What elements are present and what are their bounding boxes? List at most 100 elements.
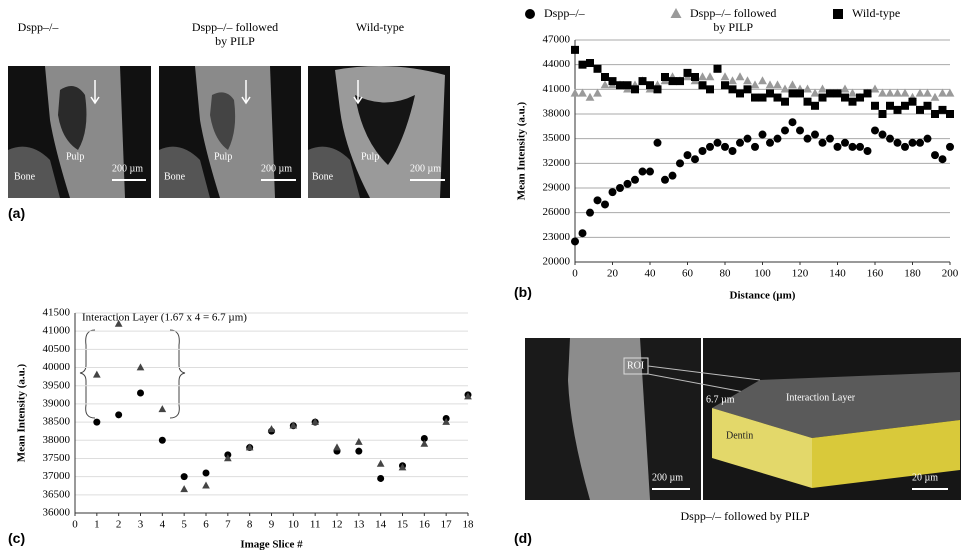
panel-label: (d) [514,531,532,545]
data-point [938,89,947,97]
x-tick-label: 140 [829,268,846,280]
data-point [811,102,819,110]
data-point [203,470,210,477]
data-point [654,85,662,93]
ct-image: Bone Pulp 200 µm [159,66,301,198]
data-point [377,475,384,482]
ct-image: Bone Pulp 200 µm [308,66,450,198]
data-point [916,89,925,97]
data-point [804,135,812,143]
data-point [841,85,850,93]
data-point [706,143,714,151]
x-tick-label: 8 [247,519,253,531]
data-point [676,159,684,167]
image-title: Dspp–/– [8,20,68,34]
data-point [180,485,188,492]
data-point [751,143,759,151]
data-point [909,98,917,106]
data-point [818,85,827,93]
data-point [181,473,188,480]
x-tick-label: 17 [441,519,453,531]
x-tick-label: 12 [332,519,343,531]
data-point [894,106,902,114]
data-point [893,89,902,97]
data-point [377,460,385,467]
data-point [751,80,760,88]
data-point [796,89,804,97]
data-point [939,106,947,114]
thickness-label: 6.7 µm [706,394,735,405]
data-point [736,72,745,80]
legend-label: Dspp–/– followed by PILP [690,6,776,34]
x-tick-label: 6 [203,519,209,531]
image-title: Wild-type [340,20,420,34]
x-axis-title: Distance (µm) [730,290,796,302]
data-point [684,69,692,77]
data-point [355,448,362,455]
data-point [661,176,669,184]
ct-image-roi: ROI 200 µm [525,338,701,500]
data-point [729,85,737,93]
y-tick-label: 26000 [543,206,571,218]
y-tick-label: 41000 [43,325,71,337]
y-axis-title: Mean Intensity (a.u.) [516,101,528,200]
data-point [669,172,677,180]
panel-label: (c) [8,531,25,545]
data-point [736,139,744,147]
data-point [871,102,879,110]
scale-label: 200 µm [652,472,683,483]
legend-marker [671,8,682,18]
y-tick-label: 39500 [43,379,71,391]
data-point [901,102,909,110]
data-point [159,437,166,444]
data-point [826,89,834,97]
data-point [841,94,849,102]
x-tick-label: 100 [754,268,771,280]
x-tick-label: 40 [645,268,657,280]
data-point [856,94,864,102]
data-point [879,131,887,139]
data-point [864,147,872,155]
data-point [856,143,864,151]
legend-label: Dspp–/– [544,6,585,20]
x-tick-label: 20 [607,268,619,280]
caption: Dspp–/– followed by PILP [681,509,810,523]
data-point [676,77,684,85]
data-point [571,46,579,54]
x-tick-label: 4 [160,519,166,531]
data-point [158,405,166,412]
data-point [706,72,715,80]
data-point [848,89,857,97]
data-point [578,89,587,97]
data-point [766,89,774,97]
data-point [804,98,812,106]
figure: Bone Pulp 200 µm Bone Pulp 200 µm Bone P… [0,0,964,551]
data-point [939,155,947,163]
data-point [834,143,842,151]
data-point [811,131,819,139]
data-point [586,59,594,67]
scale-label: 20 µm [912,472,938,483]
y-tick-label: 36500 [43,488,71,500]
data-point [624,81,632,89]
data-point [571,237,579,245]
y-tick-label: 40000 [43,361,71,373]
data-point [834,89,842,97]
data-point [871,85,880,93]
data-point [766,80,775,88]
data-point [744,85,752,93]
data-point [916,106,924,114]
data-point [781,85,790,93]
panel-label: (a) [8,206,25,220]
pulp-label: Pulp [361,151,379,162]
data-point [743,76,752,84]
x-tick-label: 2 [116,519,122,531]
x-tick-label: 15 [397,519,409,531]
data-point [631,85,639,93]
data-point [714,139,722,147]
bone-label: Bone [14,171,36,182]
data-point [93,419,100,426]
y-tick-label: 20000 [543,256,571,268]
data-point [661,73,669,81]
data-point [886,89,895,97]
